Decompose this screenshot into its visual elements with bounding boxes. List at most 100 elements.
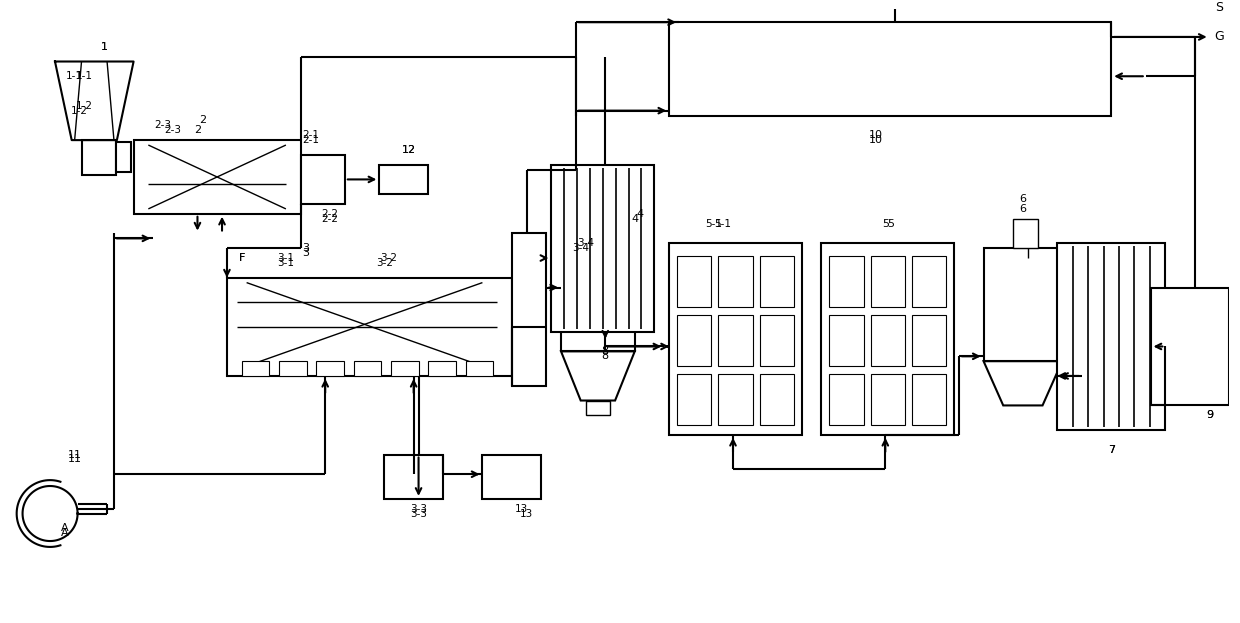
Text: 5: 5 — [882, 219, 889, 229]
Polygon shape — [983, 361, 1063, 406]
Bar — [428, 361, 456, 376]
Bar — [605, 244, 625, 263]
Bar — [830, 256, 864, 307]
Text: 4: 4 — [636, 209, 644, 219]
Text: 3: 3 — [303, 243, 309, 253]
Bar — [384, 455, 443, 499]
Text: 10: 10 — [868, 130, 883, 140]
Text: 5: 5 — [887, 219, 894, 229]
Text: 1-2: 1-2 — [76, 101, 93, 111]
Text: G: G — [1214, 31, 1224, 44]
Text: 1: 1 — [100, 42, 108, 52]
Text: 2: 2 — [198, 115, 206, 125]
Text: 2-2: 2-2 — [321, 214, 339, 224]
Text: 3-3: 3-3 — [410, 508, 427, 518]
Text: 3-3: 3-3 — [410, 503, 427, 513]
Bar — [911, 315, 946, 366]
Text: 7: 7 — [1107, 445, 1115, 455]
Bar — [830, 374, 864, 425]
Text: S: S — [1215, 1, 1224, 14]
Text: 3: 3 — [303, 248, 309, 258]
Bar — [870, 374, 905, 425]
Bar — [1151, 288, 1229, 406]
Bar — [560, 234, 635, 351]
Bar — [1013, 219, 1038, 248]
Bar — [718, 256, 753, 307]
Text: 2-3: 2-3 — [165, 125, 181, 135]
Text: 2: 2 — [193, 125, 201, 135]
Bar — [379, 164, 428, 194]
Bar — [718, 315, 753, 366]
Text: 1: 1 — [100, 42, 108, 52]
Bar — [677, 315, 712, 366]
Text: 9: 9 — [1207, 411, 1213, 421]
Text: 11: 11 — [68, 450, 82, 460]
Text: 13: 13 — [515, 503, 528, 513]
Bar — [353, 361, 381, 376]
Bar — [670, 244, 802, 435]
Text: 8: 8 — [601, 351, 609, 361]
Text: 9: 9 — [1207, 411, 1213, 421]
Bar — [316, 361, 343, 376]
Text: 6: 6 — [1019, 204, 1027, 214]
Bar — [870, 315, 905, 366]
Text: 11: 11 — [68, 454, 82, 465]
Text: F: F — [238, 253, 244, 263]
Bar — [911, 374, 946, 425]
Bar — [300, 155, 345, 204]
Text: 2-3: 2-3 — [155, 120, 171, 130]
Text: 3-1: 3-1 — [278, 258, 294, 268]
Text: 3-4: 3-4 — [572, 243, 589, 253]
Bar — [718, 374, 753, 425]
Bar — [466, 361, 494, 376]
Bar — [115, 142, 130, 171]
Bar — [279, 361, 306, 376]
Text: 12: 12 — [402, 145, 415, 155]
Bar — [391, 361, 419, 376]
Bar — [983, 248, 1063, 361]
Text: 3-2: 3-2 — [381, 253, 398, 263]
Bar — [482, 455, 542, 499]
Bar — [677, 256, 712, 307]
Text: 3-4: 3-4 — [577, 238, 594, 249]
Text: 7: 7 — [1107, 445, 1115, 455]
Polygon shape — [560, 351, 635, 401]
Text: 8: 8 — [601, 346, 609, 356]
Bar — [760, 374, 794, 425]
Text: 2-1: 2-1 — [303, 130, 319, 140]
Text: 2-1: 2-1 — [303, 135, 319, 145]
Bar — [134, 140, 300, 214]
Bar — [552, 164, 655, 331]
Text: 10: 10 — [868, 135, 883, 145]
Bar — [760, 315, 794, 366]
Bar — [82, 140, 115, 174]
Bar — [242, 361, 269, 376]
Text: A: A — [61, 523, 68, 533]
Text: 3-1: 3-1 — [278, 253, 294, 263]
Text: 1-1: 1-1 — [66, 71, 83, 81]
Polygon shape — [55, 62, 134, 140]
Text: 4: 4 — [631, 214, 639, 224]
Bar — [575, 229, 600, 253]
Text: 6: 6 — [1019, 194, 1027, 204]
Bar — [821, 244, 954, 435]
Text: 5-1: 5-1 — [714, 219, 732, 229]
Bar — [670, 22, 1111, 115]
Bar — [760, 256, 794, 307]
Bar — [1058, 244, 1166, 430]
Bar — [677, 374, 712, 425]
Bar — [870, 256, 905, 307]
Bar — [911, 256, 946, 307]
Text: A: A — [61, 528, 68, 538]
Bar — [512, 234, 547, 386]
Text: 3-2: 3-2 — [376, 258, 393, 268]
Bar — [227, 278, 512, 376]
Text: 2-2: 2-2 — [321, 209, 339, 219]
Text: 12: 12 — [402, 145, 415, 155]
Text: 13: 13 — [520, 508, 533, 518]
Text: 5-1: 5-1 — [704, 219, 722, 229]
Text: 1-2: 1-2 — [71, 106, 88, 116]
Text: 1-1: 1-1 — [76, 71, 93, 81]
Text: F: F — [238, 253, 244, 263]
Bar — [830, 315, 864, 366]
